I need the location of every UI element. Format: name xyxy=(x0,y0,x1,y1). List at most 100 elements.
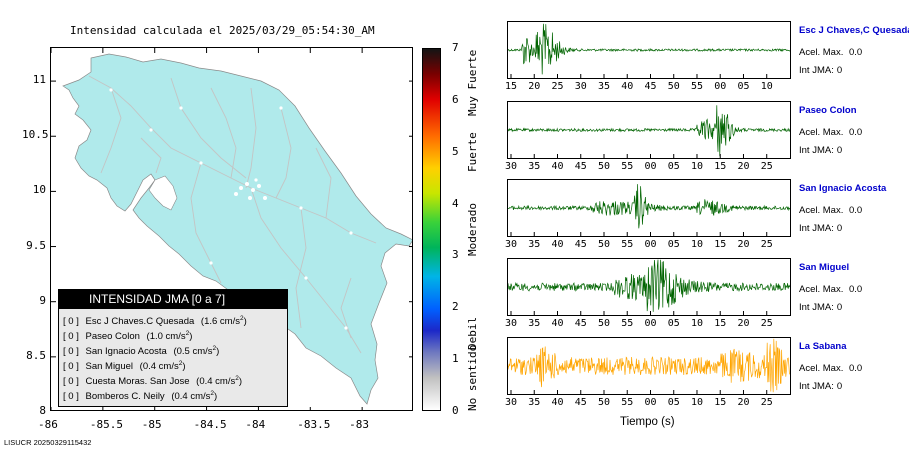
seismogram-tick-label: 15 xyxy=(714,161,727,172)
acel-label: Acel. Max. xyxy=(799,284,846,295)
seismogram-waveform xyxy=(508,105,790,157)
int-jma-label: Int JMA: xyxy=(799,223,834,234)
seismogram-tick-label: 40 xyxy=(551,397,564,408)
seismogram-tick-label: 15 xyxy=(714,239,727,250)
legend-unit-exponent: 2 xyxy=(210,389,215,397)
seismogram-tick-label: 25 xyxy=(551,81,564,92)
seismogram-plot xyxy=(508,259,790,315)
legend-value-close: ) xyxy=(214,391,218,402)
seismogram-tick-label: 20 xyxy=(528,81,541,92)
seismogram-tick-label: 05 xyxy=(667,318,680,329)
seismogram-tick-label: 35 xyxy=(528,397,541,408)
legend-station-name: Esc J Chaves.C Quesada xyxy=(85,316,197,327)
station-int-jma: Int JMA: 0 xyxy=(799,381,842,392)
seismogram-tick-label: 35 xyxy=(528,239,541,250)
colorbar-category-label: No sentido xyxy=(466,344,479,411)
costa-rica-map xyxy=(51,48,412,410)
acel-label: Acel. Max. xyxy=(799,205,846,216)
station-int-jma: Int JMA: 0 xyxy=(799,65,842,76)
legend-unit-exponent: 2 xyxy=(212,344,217,352)
legend-unit-exponent: 2 xyxy=(185,329,190,337)
seismogram-waveform xyxy=(508,259,790,312)
seismogram-waveform xyxy=(508,338,790,393)
seismogram-tick-label: 55 xyxy=(621,397,634,408)
colorbar-category-label: Fuerte xyxy=(466,131,479,172)
seismogram-plot xyxy=(508,23,790,78)
seismogram-tick-label: 05 xyxy=(667,161,680,172)
station-name: Paseo Colon xyxy=(799,105,857,116)
seismogram-tick-label: 05 xyxy=(667,239,680,250)
seismogram-tick-label: 25 xyxy=(760,239,773,250)
legend-value: (0.4 cm/s xyxy=(196,376,236,387)
acel-value: 0.0 xyxy=(849,47,863,58)
legend-level: [ 0 ] xyxy=(63,346,82,357)
legend-value: (0.4 cm/s xyxy=(139,361,179,372)
map-title: Intensidad calculada el 2025/03/29_05:54… xyxy=(70,24,375,37)
legend-entry: [ 0 ] Esc J Chaves.C Quesada (1.6 cm/s2) xyxy=(59,314,287,329)
legend-level: [ 0 ] xyxy=(63,391,82,402)
map-x-tick-label: -83 xyxy=(349,418,370,431)
colorbar-tick-label: 3 xyxy=(452,248,459,262)
legend-level: [ 0 ] xyxy=(63,331,82,342)
map-x-tick-label: -85.5 xyxy=(89,418,123,431)
map-y-tick-label: 8.5 xyxy=(26,348,46,362)
traces-x-axis-label: Tiempo (s) xyxy=(620,416,675,428)
seismogram-tick-label: 55 xyxy=(621,239,634,250)
legend-unit-exponent: 2 xyxy=(235,374,239,382)
map-x-tick-label: -83.5 xyxy=(297,418,331,431)
seismogram-panel xyxy=(507,21,791,79)
colorbar-tick-label: 6 xyxy=(452,92,459,106)
seismogram-tick-label: 15 xyxy=(505,81,518,92)
legend-level: [ 0 ] xyxy=(63,361,82,372)
acel-value: 0.0 xyxy=(849,205,863,216)
legend-title: INTENSIDAD JMA [0 a 7] xyxy=(59,290,287,309)
seismogram-tick-label: 20 xyxy=(737,161,750,172)
seismogram-tick-label: 20 xyxy=(737,239,750,250)
seismogram-tick-label: 50 xyxy=(597,239,611,250)
intensity-legend: INTENSIDAD JMA [0 a 7] [ 0 ] Esc J Chave… xyxy=(58,289,288,407)
colorbar-tick-label: 2 xyxy=(452,300,459,314)
seismogram-panel xyxy=(507,337,791,395)
colorbar-category-label: Moderado xyxy=(466,202,479,256)
map-x-tick-label: -84 xyxy=(245,418,266,431)
legend-station-name: San Miguel xyxy=(85,361,136,372)
seismogram-tick-label: 45 xyxy=(574,318,587,329)
legend-unit-exponent: 2 xyxy=(178,359,183,367)
seismogram-panel xyxy=(507,101,791,159)
station-name: La Sabana xyxy=(799,341,847,352)
seismogram-tick-label: 30 xyxy=(574,81,587,92)
legend-value-close: ) xyxy=(243,316,247,327)
station-acel-max: Acel. Max. 0.0 xyxy=(799,363,862,374)
map-y-tick-label: 9 xyxy=(39,293,46,307)
colorbar-tick-label: 0 xyxy=(452,404,459,417)
legend-station-name: Cuesta Moras. San Jose xyxy=(85,376,193,387)
acel-value: 0.0 xyxy=(849,127,863,138)
int-jma-label: Int JMA: xyxy=(799,302,834,313)
acel-label: Acel. Max. xyxy=(799,47,846,58)
int-jma-label: Int JMA: xyxy=(799,65,834,76)
legend-value: (1.6 cm/s xyxy=(200,316,240,327)
intensity-map xyxy=(50,47,413,411)
seismogram-tick-label: 30 xyxy=(505,318,518,329)
seismogram-tick-label: 25 xyxy=(760,161,773,172)
seismogram-tick-label: 30 xyxy=(505,161,518,172)
seismogram-tick-label: 15 xyxy=(714,397,727,408)
int-jma-value: 0 xyxy=(836,381,843,392)
int-jma-label: Int JMA: xyxy=(799,145,834,156)
seismogram-tick-label: 00 xyxy=(644,239,657,250)
legend-value: (0.4 cm/s xyxy=(171,391,211,402)
colorbar-category-label: Muy Fuerte xyxy=(466,49,479,116)
seismogram-tick-label: 45 xyxy=(574,239,587,250)
legend-value-close: ) xyxy=(182,361,186,372)
acel-value: 0.0 xyxy=(849,363,863,374)
acel-label: Acel. Max. xyxy=(799,127,846,138)
station-acel-max: Acel. Max. 0.0 xyxy=(799,284,862,295)
seismogram-tick-label: 10 xyxy=(760,81,773,92)
seismogram-tick-label: 00 xyxy=(644,397,657,408)
acel-value: 0.0 xyxy=(849,284,863,295)
seismogram-tick-label: 05 xyxy=(737,81,750,92)
map-y-tick-label: 10 xyxy=(32,183,46,197)
station-acel-max: Acel. Max. 0.0 xyxy=(799,47,862,58)
int-jma-value: 0 xyxy=(836,145,843,156)
seismogram-tick-label: 50 xyxy=(597,161,611,172)
